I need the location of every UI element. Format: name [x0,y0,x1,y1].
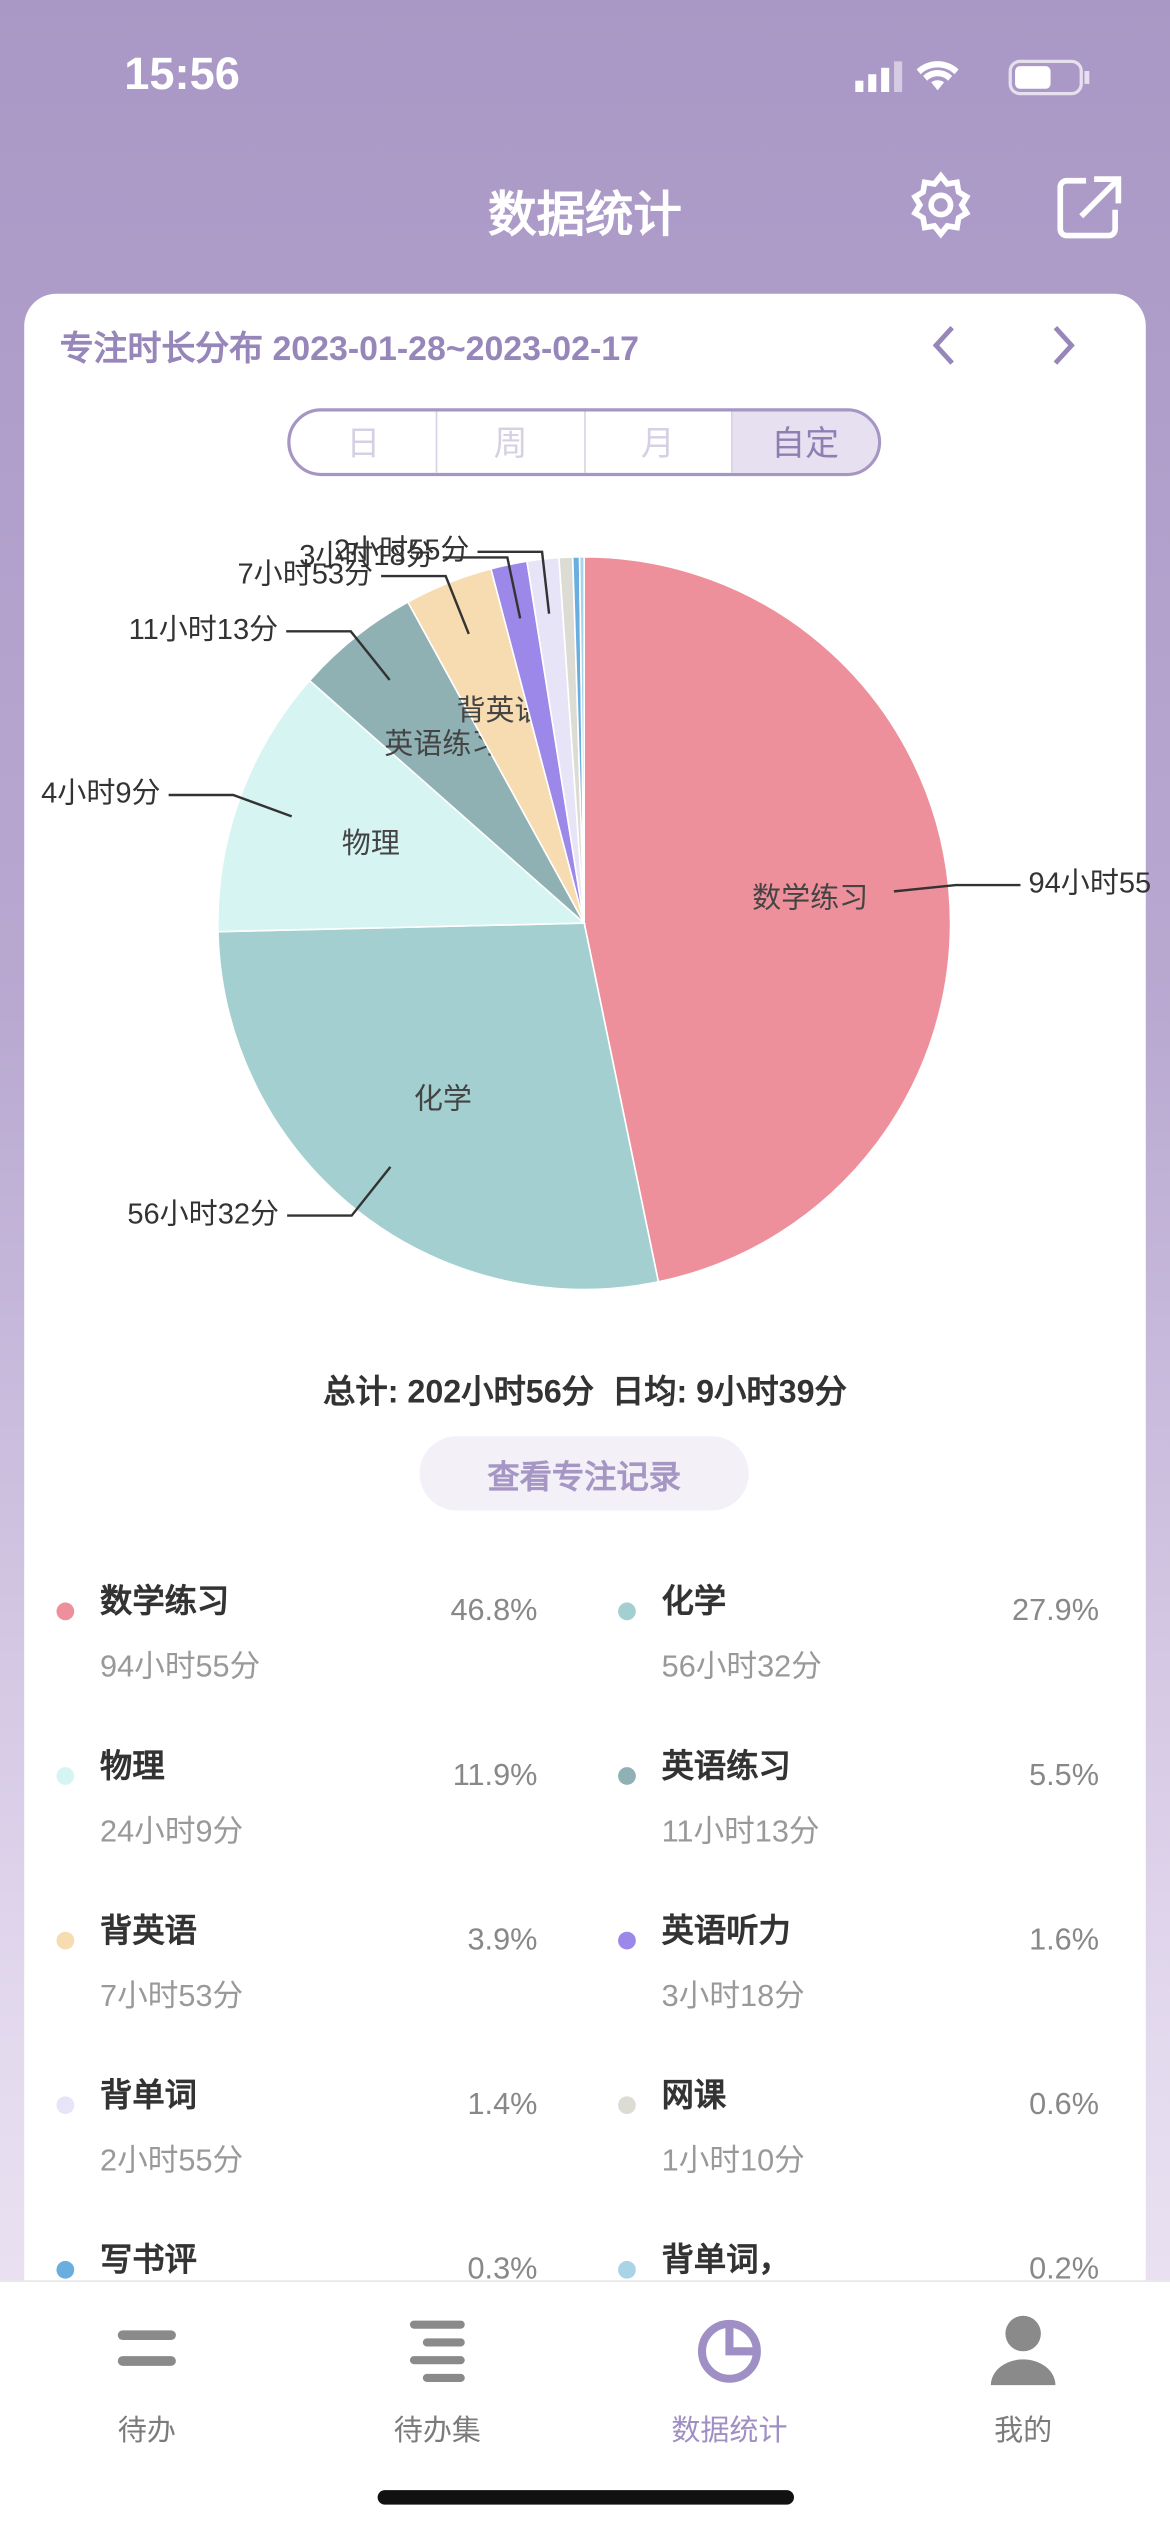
slice-label: 2小时55分 [334,533,470,566]
legend-dot [56,2260,75,2279]
slice-label: 7小时53分 [238,558,374,591]
legend-name: 英语听力 [661,1913,791,1950]
slice-label: 56小时32分 [127,1197,279,1230]
period-tabs: 日 周月自定 [287,408,882,477]
legend-name: 背英语 [100,1913,197,1950]
nav-icons [117,2315,1056,2386]
legend-percent: 27.9% [1012,1594,1099,1629]
legend-duration: 11小时13分 [661,1815,820,1850]
slice-label: 3小时18分 [299,539,435,572]
legend-percent: 3.9% [467,1923,538,1958]
share-button[interactable] [1057,176,1122,239]
leader-line [893,883,1021,893]
slice-name: 物理 [342,827,400,860]
legend-percent: 46.8% [450,1594,538,1629]
status-icons [855,59,1090,96]
nav-item[interactable]: 数据统计 [671,2414,788,2447]
legend-dot [618,1602,636,1621]
next-button[interactable] [1053,325,1075,365]
legend-percent: 1.6% [1029,1923,1099,1958]
legend-duration: 94小时55分 [100,1650,261,1685]
status-time: 15:56 [124,48,240,99]
period-tab[interactable]: 周 [436,411,583,473]
legend-duration: 24小时9分 [100,1815,244,1850]
legend-duration: 3小时18分 [661,1980,805,2015]
slice-label: 94小时55 [1029,867,1152,900]
period-tab[interactable]: 自定 [730,411,878,473]
period-tab[interactable]: 日 [346,426,381,464]
leader-line [168,793,293,818]
legend-dot [618,2260,636,2279]
pie-slice [578,555,585,924]
slice-name: 数学练习 [752,882,868,915]
home-indicator [377,2490,794,2505]
nav-item[interactable]: 待办集 [393,2414,481,2447]
slice-label: 4小时9分 [41,777,160,810]
legend-dot [56,1767,75,1785]
legend-list: 数学练习 46.8% 94小时55分 化学 27.9% 56小时32分物理 11.9% 24小… [56,1584,1099,2287]
date-nav [932,325,1075,365]
legend-percent: 11.9% [452,1759,538,1793]
legend-duration: 2小时55分 [100,2144,244,2179]
legend-name: 背单词， [661,2243,791,2279]
pie-chart: 数学练习 94小时55化学56小时32分物理4小时9分英语练习11小时13分背英语… [41,533,1152,1291]
legend-dot [56,2096,75,2115]
legend-dot [618,1931,636,1950]
nav-item[interactable]: 我的 [994,2414,1053,2447]
legend-duration: 7小时53分 [100,1980,244,2015]
legend-dot [618,2096,636,2115]
bottom-nav: 待办 待办集 数据统计 我的 [0,2280,1170,2532]
legend-name: 英语练习 [661,1749,791,1785]
records-button[interactable]: 查看专注记录 [419,1436,749,1511]
header-icons [911,171,1122,239]
leader-line [381,574,470,635]
nav-item[interactable]: 待办 [117,2414,176,2447]
legend-percent: 1.4% [467,2088,538,2123]
slice-name: 化学 [414,1083,472,1116]
legend-percent: 0.6% [1029,2088,1099,2123]
legend-percent: 5.5% [1029,1759,1099,1793]
leader-line [287,1166,392,1217]
legend-dot [56,1931,75,1950]
legend-duration: 56小时32分 [661,1650,822,1685]
card-title: 专注时长分布 2023-01-28~2023-02-17 [59,330,639,368]
legend-dot [56,1602,75,1621]
legend-duration: 1小时10分 [661,2144,805,2179]
leader-line [286,630,391,681]
legend-name: 化学 [661,1584,727,1621]
prev-button[interactable] [932,325,954,365]
legend-name: 网课 [661,2078,727,2115]
legend-dot [618,1767,636,1785]
leader-line [477,550,551,614]
legend-name: 背单词 [100,2078,197,2115]
period-tab[interactable]: 月 [583,411,730,473]
header-title: 数据统计 [488,188,682,243]
legend-name: 写书评 [100,2243,197,2279]
legend-name: 物理 [100,1749,165,1785]
slice-label: 11小时13分 [129,613,279,646]
leader-line [442,556,522,619]
summary-text: 总计: 202小时56分 日均: 9小时39分 [323,1374,847,1411]
settings-button[interactable] [911,171,971,239]
legend-name: 数学练习 [100,1584,230,1621]
